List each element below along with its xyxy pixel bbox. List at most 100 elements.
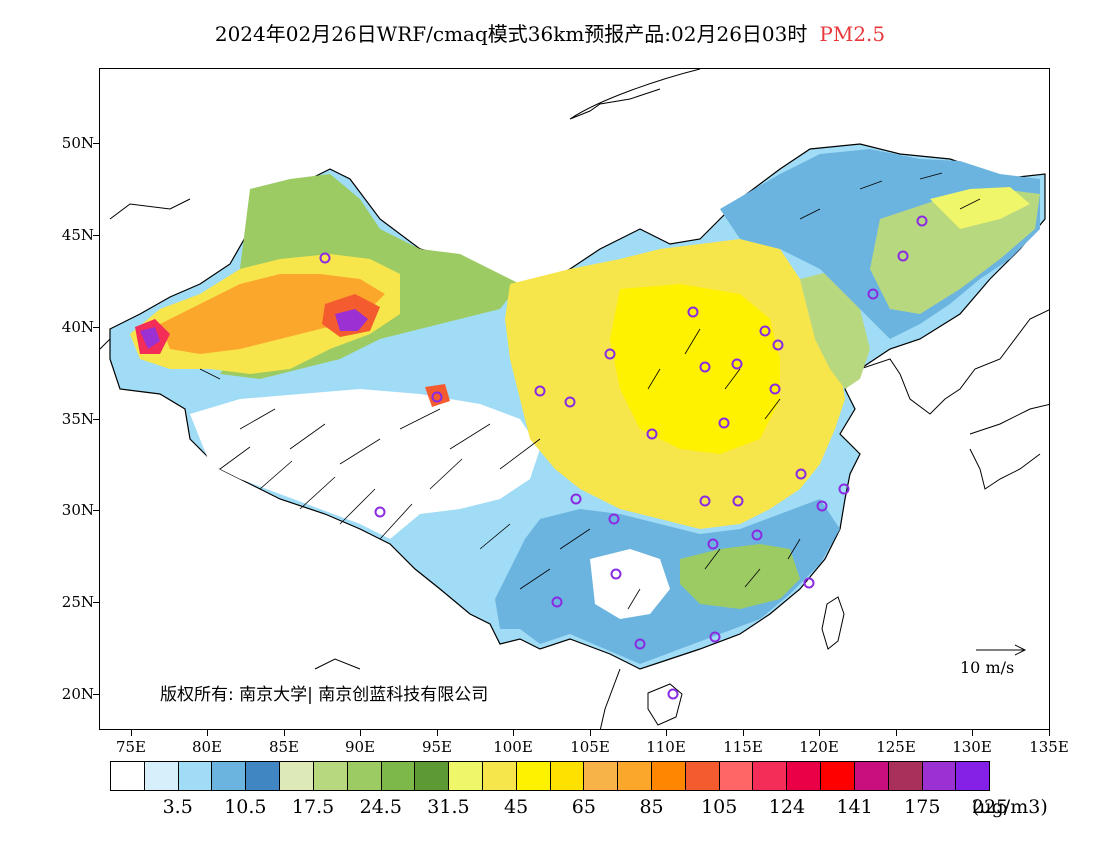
south-green-zone: [680, 544, 800, 609]
northeast-green-zone: [870, 189, 1040, 314]
city-markers: [319, 215, 928, 700]
lon-label-125e: 125E: [876, 738, 916, 756]
colorbar-swatch: [178, 762, 213, 790]
pm25-map: [100, 69, 1049, 729]
lon-tick: [513, 730, 514, 736]
colorbar-swatch: [787, 762, 822, 790]
colorbar-tick-label: 10.5: [224, 796, 267, 818]
copyright-text: 版权所有: 南京大学| 南京创蓝科技有限公司: [160, 685, 489, 705]
lat-label-50n: 50N: [61, 134, 94, 152]
colorbar-tick-label: 105: [701, 796, 738, 818]
colorbar-swatch: [313, 762, 348, 790]
colorbar-swatch: [685, 762, 720, 790]
lon-tick: [743, 730, 744, 736]
colorbar-swatch: [516, 762, 551, 790]
lon-tick: [360, 730, 361, 736]
colorbar-unit: (ug/m3): [972, 796, 1048, 818]
lat-label-40n: 40N: [61, 318, 94, 336]
hotspot-2: [335, 309, 368, 331]
colorbar-swatch: [821, 762, 855, 790]
colorbar-tick-label: 175: [904, 796, 941, 818]
lon-label-110e: 110E: [646, 738, 686, 756]
colorbar-swatch: [415, 762, 450, 790]
lon-tick: [437, 730, 438, 736]
colorbar-swatch: [347, 762, 382, 790]
colorbar-swatch: [280, 762, 314, 790]
wind-scale-label: 10 m/s: [960, 658, 1015, 677]
lon-tick: [131, 730, 132, 736]
colorbar-tick-label: 225: [971, 796, 1009, 818]
lon-tick: [284, 730, 285, 736]
variable-name: PM2.5: [819, 22, 886, 46]
colorbar-tick-label: 45: [504, 796, 529, 818]
colorbar-swatch: [550, 762, 585, 790]
colorbar-tick-label: 65: [571, 796, 596, 818]
lon-label-90e: 90E: [344, 738, 376, 756]
colorbar-swatch: [212, 762, 247, 790]
lat-tick: [93, 235, 99, 236]
coastline-northeast-asia: [569, 69, 701, 120]
yellow-zone-core: [610, 284, 780, 454]
lat-label-20n: 20N: [61, 685, 94, 703]
lon-label-80e: 80E: [191, 738, 223, 756]
colorbar-swatch: [854, 762, 889, 790]
coastline-indochina: [314, 658, 621, 729]
lon-tick: [666, 730, 667, 736]
coastline-korea: [859, 309, 1049, 415]
lat-label-35n: 35N: [61, 410, 94, 428]
lon-label-120e: 120E: [799, 738, 839, 756]
title-text: 2024年02月26日WRF/cmaq模式36km预报产品:02月26日03时: [214, 22, 808, 46]
colorbar-tick-label: 85: [639, 796, 664, 818]
lat-tick: [93, 694, 99, 695]
colorbar-swatch: [753, 762, 788, 790]
colorbar-swatch: [719, 762, 754, 790]
wind-vectors: [199, 172, 981, 610]
south-white-zone: [590, 549, 670, 619]
coastline-japan: [969, 403, 1049, 490]
lat-tick: [93, 602, 99, 603]
map-title: 2024年02月26日WRF/cmaq模式36km预报产品:02月26日03时 P…: [0, 18, 1100, 47]
lon-tick: [1049, 730, 1050, 736]
colorbar-swatch: [381, 762, 416, 790]
colorbar-swatch: [449, 762, 483, 790]
lon-label-130e: 130E: [952, 738, 992, 756]
lat-tick: [93, 419, 99, 420]
lon-label-105e: 105E: [570, 738, 610, 756]
colorbar: [110, 761, 990, 791]
colorbar-swatch: [888, 762, 923, 790]
lat-tick: [93, 510, 99, 511]
lon-label-115e: 115E: [723, 738, 763, 756]
colorbar-tick-label: 124: [768, 796, 806, 818]
lat-label-30n: 30N: [61, 501, 94, 519]
lon-label-135e: 135E: [1029, 738, 1069, 756]
lat-label-45n: 45N: [61, 226, 94, 244]
hotspot-5: [425, 384, 450, 407]
hotspot-4: [140, 327, 160, 349]
northeast-yellow-zone: [930, 187, 1030, 229]
lon-label-95e: 95E: [421, 738, 453, 756]
lon-tick: [896, 730, 897, 736]
colorbar-tick-label: 17.5: [291, 796, 335, 818]
colorbar-swatch: [956, 762, 990, 790]
lon-label-85e: 85E: [268, 738, 300, 756]
lat-tick: [93, 327, 99, 328]
colorbar-tick-label: 24.5: [359, 796, 402, 818]
lon-tick: [590, 730, 591, 736]
coastline-hainan: [647, 683, 683, 726]
coastline-taiwan: [821, 596, 845, 650]
lat-tick: [93, 143, 99, 144]
colorbar-swatch: [111, 762, 145, 790]
lon-tick: [207, 730, 208, 736]
lon-tick: [972, 730, 973, 736]
colorbar-swatch: [584, 762, 619, 790]
lon-label-100e: 100E: [493, 738, 533, 756]
colorbar-swatch: [618, 762, 652, 790]
northwest-orange-zone: [160, 274, 385, 354]
lon-tick: [819, 730, 820, 736]
colorbar-swatch: [922, 762, 957, 790]
lat-label-25n: 25N: [61, 593, 94, 611]
colorbar-swatch: [246, 762, 281, 790]
colorbar-tick-label: 3.5: [162, 796, 193, 818]
colorbar-tick-label: 31.5: [427, 796, 470, 818]
colorbar-swatch: [652, 762, 686, 790]
